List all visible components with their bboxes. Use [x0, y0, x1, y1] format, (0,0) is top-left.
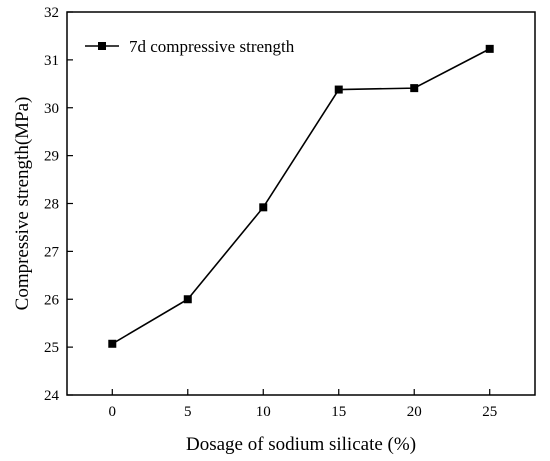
y-tick-label: 29 — [44, 149, 59, 165]
y-axis-title: Compressive strength(MPa) — [12, 97, 33, 311]
plot-frame — [66, 11, 536, 396]
data-point — [259, 203, 268, 212]
series-line — [111, 48, 491, 345]
x-tick-label: 20 — [407, 404, 422, 420]
y-tick-label: 25 — [44, 340, 59, 356]
y-tick-label: 28 — [44, 197, 59, 213]
data-point — [485, 44, 494, 53]
x-tick-label: 15 — [331, 404, 346, 420]
x-tick-label: 0 — [109, 404, 117, 420]
y-tick-label: 24 — [44, 388, 60, 404]
axes — [66, 11, 536, 396]
y-tick-label: 30 — [44, 101, 59, 117]
x-tick-label: 25 — [482, 404, 497, 420]
data-point — [108, 339, 117, 348]
y-tick-label: 31 — [44, 53, 59, 69]
y-tick-label: 26 — [44, 292, 60, 308]
x-tick-label: 5 — [184, 404, 192, 420]
x-tick-label: 10 — [256, 404, 271, 420]
data-point — [183, 295, 192, 304]
data-point — [410, 84, 419, 93]
ticks: 0 5 10 15 20 25 24 25 26 27 28 29 30 31 32 — [44, 5, 497, 420]
legend-label: 7d compressive strength — [129, 37, 295, 56]
y-tick-label: 32 — [44, 5, 59, 21]
x-axis-title: Dosage of sodium silicate (%) — [186, 434, 416, 455]
legend-marker — [98, 42, 106, 50]
data-point — [334, 85, 343, 94]
y-tick-label: 27 — [44, 244, 60, 260]
series — [108, 44, 494, 348]
legend: 7d compressive strength — [85, 37, 295, 56]
